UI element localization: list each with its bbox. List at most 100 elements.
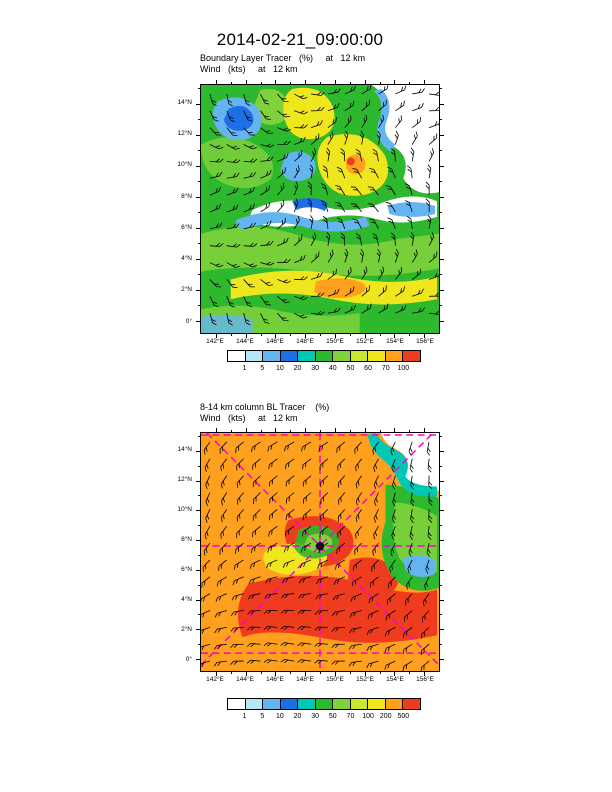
wind-barb bbox=[327, 249, 334, 263]
lat-tickmark bbox=[196, 629, 201, 631]
wind-barb bbox=[226, 223, 240, 230]
lat-minor-tickmark bbox=[439, 212, 442, 214]
lat-tick-label: 14°N bbox=[177, 98, 192, 106]
lon-tickmark bbox=[394, 80, 396, 85]
wind-barb bbox=[280, 625, 295, 630]
panel1-lon-axis: 142°E 144°E 146°E 148°E 150°E 152°E 154°E 156°E bbox=[200, 338, 440, 348]
lon-minor-tickmark bbox=[230, 333, 232, 336]
wind-barb bbox=[294, 124, 308, 129]
lat-tick-label: 2°N bbox=[181, 626, 192, 633]
wind-barb bbox=[344, 130, 349, 145]
wind-barb bbox=[350, 186, 362, 196]
wind-barb bbox=[378, 99, 387, 112]
wind-barb bbox=[215, 593, 227, 602]
wind-barb bbox=[230, 626, 244, 632]
wind-barb bbox=[352, 167, 362, 179]
wind-barb bbox=[236, 475, 244, 488]
lat-tick-label: 8°N bbox=[181, 192, 192, 200]
panel1-map bbox=[196, 80, 444, 338]
wind-barb bbox=[247, 593, 261, 600]
wind-barb bbox=[412, 88, 425, 95]
wind-barb bbox=[269, 492, 278, 504]
wind-barb bbox=[344, 85, 356, 95]
wind-barb bbox=[351, 576, 362, 587]
lon-minor-tickmark bbox=[320, 671, 321, 674]
wind-barb bbox=[277, 153, 289, 162]
panel2-subtitle-line1: 8-14 km column BL Tracer (%) bbox=[200, 402, 330, 412]
lon-tickmark bbox=[275, 80, 277, 85]
wind-barb bbox=[293, 181, 299, 196]
wind-barb bbox=[302, 525, 312, 537]
lat-tickmark bbox=[439, 134, 444, 136]
lat-minor-tickmark bbox=[198, 554, 201, 556]
colorbar-label: 5 bbox=[260, 365, 265, 372]
wind-barb bbox=[267, 542, 278, 553]
lat-minor-tickmark bbox=[198, 495, 201, 497]
wind-barb bbox=[403, 627, 413, 638]
wind-barb bbox=[353, 559, 362, 571]
wind-barb bbox=[277, 279, 291, 284]
cross-section-lines bbox=[201, 433, 439, 671]
lon-tickmark bbox=[364, 671, 366, 676]
wind-barb bbox=[385, 185, 396, 196]
lon-tickmark bbox=[394, 333, 396, 338]
wind-barb bbox=[371, 559, 379, 572]
wind-barb bbox=[412, 103, 424, 112]
lat-tickmark bbox=[196, 165, 201, 167]
lat-tick-label: 2°N bbox=[181, 286, 192, 294]
wind-barb bbox=[355, 148, 363, 162]
wind-barb bbox=[428, 148, 435, 162]
wind-barb bbox=[327, 307, 341, 314]
lon-tick-label: 152°E bbox=[356, 676, 374, 683]
wind-barb bbox=[336, 441, 346, 453]
wind-barb bbox=[407, 559, 413, 574]
wind-barb bbox=[236, 492, 244, 505]
lat-minor-tickmark bbox=[439, 525, 442, 527]
lon-tickmark bbox=[394, 428, 396, 433]
wind-barb bbox=[427, 526, 432, 540]
wind-barb bbox=[410, 492, 415, 507]
wind-barb bbox=[314, 626, 328, 631]
wind-barb bbox=[285, 509, 295, 521]
wind-barb bbox=[226, 144, 240, 150]
lat-tickmark bbox=[196, 510, 201, 512]
wind-barb bbox=[307, 181, 312, 196]
lon-tickmark bbox=[215, 671, 217, 676]
wind-barb bbox=[277, 237, 289, 247]
lon-minor-tickmark bbox=[230, 430, 232, 433]
lon-tick-label: 142°E bbox=[206, 676, 224, 683]
wind-barb bbox=[209, 110, 219, 122]
wind-barb bbox=[373, 475, 379, 490]
wind-barb bbox=[298, 576, 312, 584]
wind-barb bbox=[277, 182, 285, 196]
wind-barb bbox=[220, 458, 228, 472]
lon-tickmark bbox=[424, 333, 426, 338]
colorbar-label: 500 bbox=[397, 713, 410, 720]
lon-minor-tickmark bbox=[409, 333, 411, 336]
wind-barb bbox=[427, 215, 432, 229]
wind-barb bbox=[344, 267, 352, 280]
wind-barb bbox=[411, 131, 418, 145]
wind-barb bbox=[391, 509, 397, 524]
wind-barb bbox=[320, 200, 329, 213]
wind-barb bbox=[294, 93, 308, 100]
wind-barb bbox=[298, 593, 312, 599]
colorbar-cell bbox=[385, 351, 404, 361]
wind-barb bbox=[340, 232, 346, 246]
wind-barb bbox=[338, 492, 346, 505]
wind-barb bbox=[368, 593, 379, 604]
colorbar-label: 10 bbox=[276, 365, 284, 372]
wind-barb bbox=[209, 279, 222, 288]
wind-barb bbox=[335, 201, 346, 213]
wind-barb bbox=[260, 169, 272, 179]
colorbar-cell bbox=[350, 699, 369, 709]
lon-tickmark bbox=[424, 428, 426, 433]
colorbar-label: 50 bbox=[328, 713, 337, 720]
lon-tickmark bbox=[424, 671, 426, 676]
wind-barb bbox=[410, 231, 415, 246]
wind-barb bbox=[395, 304, 407, 314]
lon-tickmark bbox=[305, 80, 307, 85]
lat-tick-label: 4°N bbox=[181, 255, 192, 262]
panel2-wind-barbs-layer bbox=[201, 441, 433, 671]
colorbar-cell bbox=[263, 699, 281, 709]
